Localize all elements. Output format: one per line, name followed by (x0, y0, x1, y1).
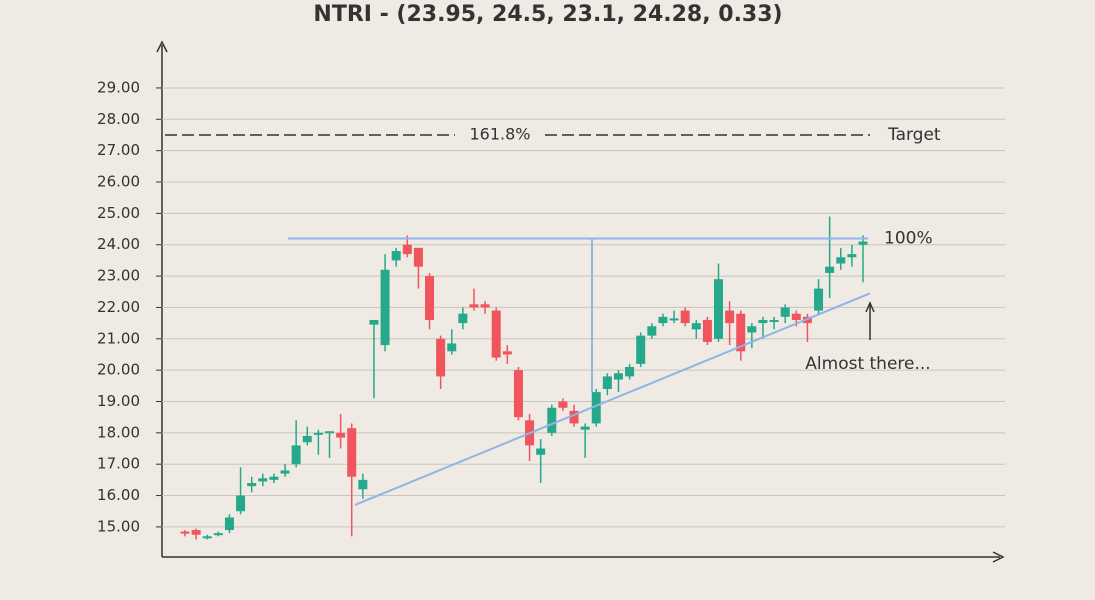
candle-body (602, 376, 612, 389)
y-tick-label: 21.00 (97, 329, 140, 347)
candle-body (213, 533, 223, 536)
candle-body (725, 310, 735, 324)
candle-body (491, 310, 501, 358)
candle-body (358, 479, 368, 490)
trendline (354, 292, 871, 506)
candle-body (702, 319, 712, 342)
candle-body (391, 250, 401, 261)
candle-body (858, 241, 868, 245)
y-tick-label: 15.00 (97, 517, 140, 535)
target-label: Target (887, 125, 941, 145)
y-tick-label: 17.00 (97, 455, 140, 473)
candle-body (714, 279, 724, 339)
resistance-label: 100% (884, 228, 933, 248)
candle-body (625, 366, 635, 377)
candle-body (336, 432, 346, 438)
candle-body (302, 435, 312, 443)
candle-body (180, 531, 190, 534)
candle-body (814, 288, 824, 311)
candle-body (547, 407, 557, 433)
y-tick-label: 16.00 (97, 486, 140, 504)
candle-body (791, 313, 801, 320)
y-tick-label: 19.00 (97, 392, 140, 410)
y-tick-label: 20.00 (97, 361, 140, 379)
candle-body (736, 313, 746, 352)
y-tick-label: 22.00 (97, 298, 140, 316)
candle-body (202, 536, 212, 539)
candle-body (380, 269, 390, 346)
candle-body (658, 316, 668, 324)
candle-body (313, 432, 323, 435)
candle-body (269, 476, 279, 480)
y-tick-label: 18.00 (97, 423, 140, 441)
candle-body (291, 445, 301, 465)
y-tick-label: 28.00 (97, 110, 140, 128)
trendline-arrow-head (865, 301, 875, 313)
candle-body (669, 318, 679, 321)
candle-body (413, 247, 423, 267)
candle-body (224, 517, 234, 531)
candle-body (591, 392, 601, 424)
candle-body (502, 351, 512, 355)
candle-body (613, 373, 623, 380)
y-tick-label: 25.00 (97, 204, 140, 222)
candle-body (425, 276, 435, 320)
trendline-label: Almost there... (805, 354, 930, 374)
candle-body (347, 428, 357, 477)
candle-body (691, 323, 701, 330)
y-axis-arrow (156, 40, 168, 53)
candle-body (847, 254, 857, 258)
candle-body (369, 319, 379, 325)
candle-body (436, 338, 446, 377)
candle-body (647, 326, 657, 336)
candle-body (747, 326, 757, 333)
candle-body (780, 307, 790, 317)
candle-body (536, 448, 546, 455)
candle-body (513, 370, 523, 418)
candle-body (469, 304, 479, 308)
candle-body (236, 495, 246, 512)
candle-body (258, 478, 268, 482)
candle-body (758, 319, 768, 324)
candle-body (836, 257, 846, 264)
y-tick-label: 23.00 (97, 267, 140, 285)
candle-body (402, 244, 412, 255)
y-tick-label: 24.00 (97, 235, 140, 253)
candle-body (247, 483, 257, 487)
candle-body (569, 410, 579, 424)
candle-body (825, 266, 835, 273)
candle-body (324, 431, 334, 434)
candle-body (480, 304, 490, 308)
candle-body (558, 401, 568, 408)
y-tick-label: 29.00 (97, 78, 140, 96)
candle-body (580, 426, 590, 430)
candle-body (636, 335, 646, 364)
x-axis-arrow (992, 551, 1005, 563)
candle-body (447, 343, 457, 352)
candle-body (191, 530, 201, 535)
target-level-label: 161.8% (469, 124, 530, 143)
y-tick-label: 26.00 (97, 173, 140, 191)
y-tick-label: 27.00 (97, 141, 140, 159)
chart-title: NTRI - (23.95, 24.5, 23.1, 24.28, 0.33) (313, 2, 782, 27)
candle-body (458, 313, 468, 324)
candle-body (680, 310, 690, 324)
candle-body (769, 319, 779, 322)
candle-body (280, 470, 290, 474)
